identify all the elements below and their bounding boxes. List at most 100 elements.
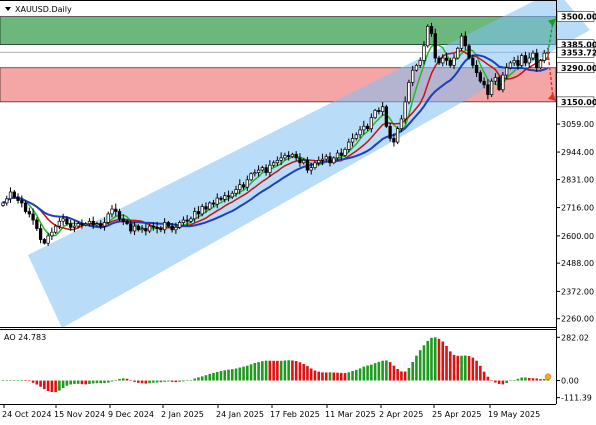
ao-bar: [302, 364, 305, 381]
ao-bar: [178, 380, 181, 382]
candle: [219, 196, 223, 202]
ao-bar: [505, 380, 508, 383]
ao-bar: [125, 378, 129, 381]
candle: [260, 165, 264, 172]
ao-bar: [106, 380, 110, 383]
candle: [226, 190, 231, 202]
candle: [121, 214, 125, 225]
price-tag-box: [556, 11, 595, 22]
ao-bar: [279, 360, 283, 381]
candle: [354, 132, 358, 141]
ao-bar: [351, 371, 354, 381]
candle: [12, 190, 16, 199]
time-tick-label: 25 Apr 2025: [432, 410, 481, 419]
price-tag-box: [556, 96, 595, 108]
ao-bar: [448, 351, 452, 381]
candle: [380, 102, 385, 116]
candle: [159, 225, 163, 233]
ao-bar: [313, 370, 317, 381]
ao-bar: [261, 361, 264, 381]
candle: [155, 221, 159, 234]
ao-bar: [50, 380, 54, 393]
ao-bar: [242, 366, 245, 381]
candle: [16, 193, 20, 204]
candle: [373, 108, 377, 120]
candle: [362, 120, 366, 135]
forecast-arrow-up: [547, 21, 554, 53]
ao-bar: [114, 379, 118, 381]
ao-bar: [230, 369, 234, 381]
ao-bar: [5, 380, 9, 382]
ao-bar: [20, 379, 24, 381]
candle: [324, 153, 328, 162]
candle: [290, 152, 295, 159]
ao-bar: [490, 380, 493, 381]
candle: [42, 237, 46, 245]
ao-bar: [103, 380, 106, 384]
candle: [102, 217, 107, 231]
ao-bar: [99, 380, 103, 384]
candle: [84, 222, 88, 227]
ao-bar: [460, 355, 463, 381]
candle: [144, 223, 148, 236]
candle: [452, 53, 456, 70]
ao-bar: [452, 354, 456, 381]
ao-bar: [234, 368, 238, 381]
ao-bar: [437, 338, 441, 381]
candle: [57, 217, 62, 230]
candle: [418, 57, 422, 69]
candle: [245, 175, 249, 191]
ao-bar: [306, 366, 309, 381]
ao-bar: [422, 345, 426, 381]
ao-bar: [355, 369, 358, 381]
ao-bar: [524, 377, 527, 381]
ao-bar: [388, 362, 392, 381]
ao-bar: [31, 380, 35, 383]
candle: [505, 63, 509, 80]
candle: [283, 152, 287, 161]
ao-bar: [28, 380, 31, 382]
candle: [459, 32, 464, 52]
ao-bar: [516, 378, 520, 381]
ao-bar: [110, 380, 114, 382]
candle: [31, 208, 35, 225]
price-tick-label: 2831.00: [561, 176, 594, 185]
ao-bar: [494, 380, 497, 383]
candle: [456, 46, 460, 60]
candle: [508, 60, 513, 70]
ao-bar: [9, 380, 12, 382]
candle: [275, 156, 280, 167]
candle: [162, 218, 167, 234]
forecast-arrow-down: [547, 52, 554, 98]
forecast-arrow-up-head: [548, 18, 556, 27]
candle: [317, 156, 321, 167]
candle: [23, 200, 28, 214]
ao-indicator-label: AO 24.783: [4, 333, 46, 342]
collapse-triangle-icon[interactable]: [5, 7, 11, 11]
candle: [211, 199, 216, 207]
candle: [65, 216, 69, 226]
candle: [531, 50, 535, 61]
ao-bar: [208, 373, 212, 381]
candle: [1, 201, 5, 207]
candle: [38, 224, 43, 244]
ao-bar: [152, 380, 155, 383]
ao-bar: [486, 376, 490, 381]
ao-bar: [148, 380, 151, 384]
price-tick-label: 2944.00: [561, 148, 594, 157]
ao-bar: [212, 372, 215, 381]
ao-bar: [539, 379, 542, 381]
price-tick-label: 3385.00: [561, 41, 596, 50]
price-tag-box: [556, 47, 595, 58]
symbol-header[interactable]: XAUUSD.Daily: [5, 5, 72, 14]
candle: [61, 213, 65, 226]
ao-bar: [497, 380, 501, 384]
ao-bar: [479, 365, 482, 381]
ao-bar: [535, 378, 539, 381]
candle: [5, 195, 9, 206]
candle: [512, 56, 516, 66]
ao-bar: [328, 372, 332, 381]
ao-bar: [121, 378, 125, 381]
candle: [392, 133, 396, 147]
